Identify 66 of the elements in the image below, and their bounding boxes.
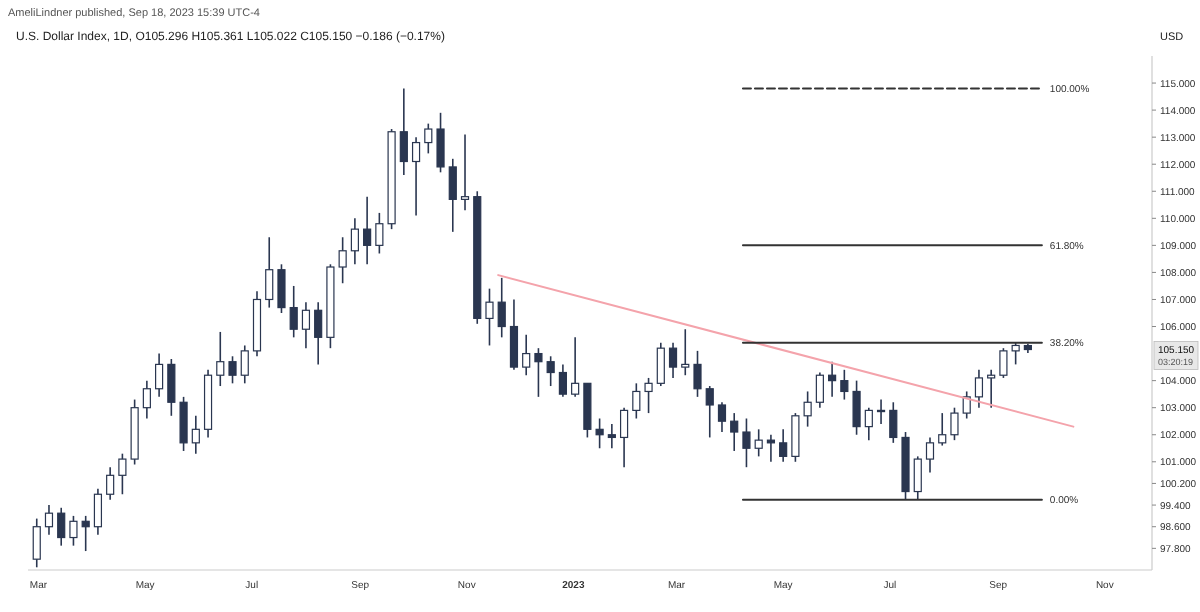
candlestick (167, 358, 176, 417)
candlestick (558, 363, 568, 398)
candlestick (485, 287, 494, 347)
candlestick (497, 277, 506, 339)
candlestick (216, 331, 225, 387)
candlestick (840, 369, 849, 401)
candlestick (277, 263, 286, 314)
candlestick (742, 417, 751, 468)
candlestick (913, 455, 922, 501)
candlestick (436, 112, 445, 174)
candlestick (974, 369, 984, 409)
candlestick (81, 515, 90, 552)
candlestick (828, 360, 837, 398)
candlestick (522, 333, 531, 377)
candlestick (754, 428, 763, 458)
candlestick (191, 415, 200, 455)
candlestick (399, 87, 408, 176)
candlestick (57, 506, 66, 547)
candlestick (142, 379, 151, 420)
candlestick (766, 433, 776, 463)
candlestick (987, 369, 996, 409)
candlestick (693, 350, 702, 398)
candlestick (265, 236, 274, 309)
candlestick (424, 122, 433, 155)
candlestick (106, 466, 115, 501)
candlestick (93, 488, 103, 536)
candlestick (448, 158, 457, 233)
candlestick (779, 428, 788, 463)
candlestick (301, 301, 311, 349)
candlestick (350, 217, 359, 266)
candlestick (240, 344, 249, 385)
candlestick (179, 396, 188, 452)
candlestick (1011, 341, 1020, 366)
candlestick (950, 406, 959, 441)
candlestick (289, 285, 298, 339)
candlestick (44, 504, 54, 536)
candlestick (656, 341, 665, 387)
candlestick (460, 133, 470, 211)
candlestick (864, 406, 873, 441)
candlestick (999, 347, 1008, 379)
candlestick (644, 377, 653, 414)
candlestick (938, 412, 947, 447)
candlestick (852, 379, 861, 436)
candlestick (571, 336, 580, 398)
candlestick (889, 401, 898, 444)
candlestick (228, 355, 237, 385)
candlestick (338, 236, 347, 285)
candlestick (681, 328, 690, 377)
candlestick (363, 195, 372, 266)
candlestick (155, 352, 164, 398)
candlestick (314, 301, 323, 366)
candlestick (717, 401, 727, 433)
candlestick (632, 382, 641, 420)
candlestick (730, 412, 739, 452)
candlestick (69, 515, 78, 547)
candlestick (534, 347, 543, 398)
candlestick (815, 371, 824, 409)
candlestick (546, 355, 555, 387)
candlestick (668, 341, 678, 379)
candlestick (32, 517, 41, 569)
candlestick (705, 385, 714, 439)
candlestick (619, 406, 629, 468)
candlestick (925, 436, 935, 474)
candlestick (509, 298, 519, 371)
candlestick (607, 423, 616, 450)
candlestick (411, 136, 421, 217)
